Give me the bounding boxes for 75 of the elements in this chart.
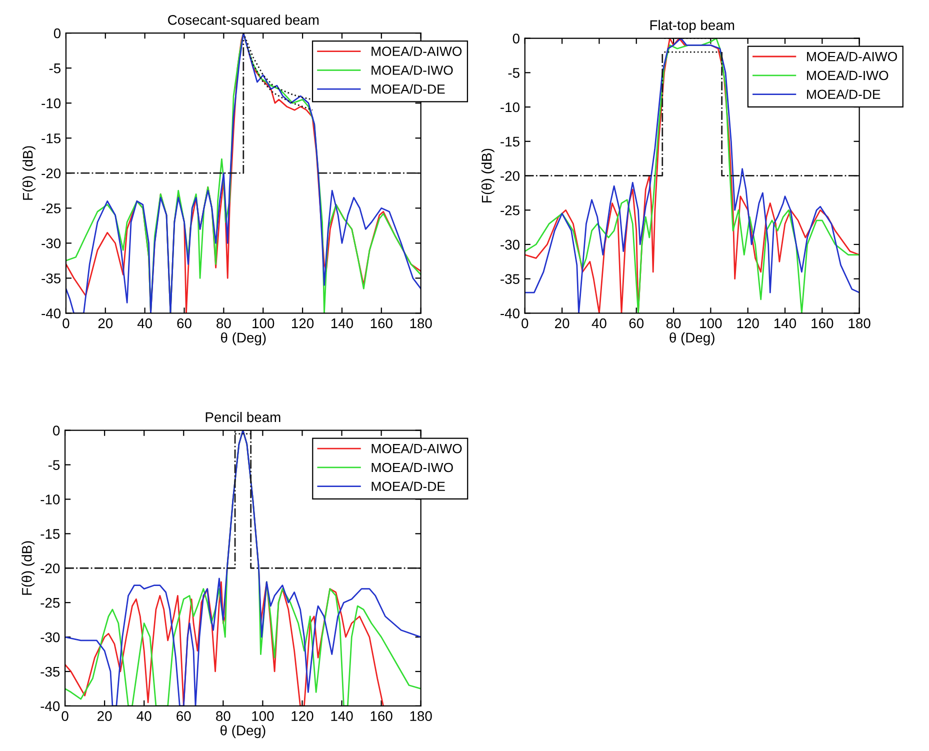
x-tick-label: 180 bbox=[410, 318, 432, 328]
y-tick-label: -25 bbox=[500, 205, 520, 216]
y-tick-label: -40 bbox=[500, 308, 520, 318]
legend-label: MOEA/D-DE bbox=[372, 84, 445, 94]
x-axis-title: θ (Deg) bbox=[220, 725, 266, 738]
x-tick-label: 60 bbox=[176, 711, 191, 722]
y-tick-label: -40 bbox=[40, 701, 60, 712]
legend-label: MOEA/D-AIWO bbox=[807, 52, 897, 62]
x-tick-label: 100 bbox=[252, 318, 274, 328]
x-tick-label: 140 bbox=[331, 318, 354, 328]
y-tick-label: -20 bbox=[42, 168, 61, 178]
x-axis-title: θ (Deg) bbox=[220, 332, 266, 346]
x-tick-label: 180 bbox=[848, 318, 870, 328]
chart-title: Cosecant-squared beam bbox=[168, 14, 319, 28]
x-axis-title: θ (Deg) bbox=[670, 332, 714, 346]
y-axis-title: F(θ) (dB) bbox=[481, 148, 494, 202]
y-tick-label: -20 bbox=[40, 563, 60, 574]
x-tick-label: 160 bbox=[370, 318, 392, 328]
y-tick-label: -5 bbox=[508, 68, 520, 78]
y-tick-label: -15 bbox=[40, 529, 60, 539]
legend-label: MOEA/D-DE bbox=[372, 481, 445, 492]
x-tick-label: 100 bbox=[700, 318, 722, 328]
x-tick-label: 140 bbox=[774, 318, 796, 328]
y-tick-label: -5 bbox=[48, 460, 60, 470]
chart-title: Flat-top beam bbox=[650, 20, 734, 33]
x-tick-label: 120 bbox=[292, 318, 314, 328]
y-tick-label: -5 bbox=[49, 64, 61, 74]
x-tick-label: 120 bbox=[737, 318, 759, 328]
y-tick-label: -15 bbox=[42, 134, 61, 144]
x-tick-label: 40 bbox=[136, 711, 152, 722]
legend-label: MOEA/D-IWO bbox=[372, 65, 453, 75]
x-tick-label: 80 bbox=[216, 711, 230, 722]
x-tick-label: 20 bbox=[555, 318, 570, 328]
y-axis-title: F(θ) (dB) bbox=[22, 146, 36, 200]
x-tick-label: 140 bbox=[331, 711, 353, 722]
x-tick-label: 160 bbox=[812, 318, 834, 328]
x-tick-label: 0 bbox=[62, 318, 70, 328]
y-tick-label: 0 bbox=[512, 34, 520, 44]
y-tick-label: -35 bbox=[500, 274, 520, 284]
legend-label: MOEA/D-AIWO bbox=[372, 444, 462, 454]
legend-label: MOEA/D-DE bbox=[807, 89, 880, 100]
y-tick-label: -25 bbox=[40, 598, 60, 608]
x-tick-label: 60 bbox=[629, 318, 644, 328]
y-tick-label: -10 bbox=[500, 102, 520, 112]
legend-label: MOEA/D-IWO bbox=[372, 462, 453, 472]
x-tick-label: 20 bbox=[98, 318, 113, 328]
y-tick-label: -35 bbox=[40, 666, 60, 677]
x-tick-label: 160 bbox=[370, 711, 392, 722]
legend-label: MOEA/D-IWO bbox=[807, 70, 888, 80]
y-tick-label: -30 bbox=[500, 240, 520, 250]
x-tick-label: 40 bbox=[592, 318, 606, 328]
y-tick-label: -15 bbox=[500, 136, 520, 147]
y-tick-label: -30 bbox=[42, 238, 61, 248]
y-tick-label: 0 bbox=[54, 28, 61, 38]
x-tick-label: 180 bbox=[410, 711, 432, 722]
y-tick-label: 0 bbox=[52, 426, 60, 436]
x-tick-label: 0 bbox=[62, 711, 68, 722]
x-tick-label: 60 bbox=[177, 318, 192, 328]
y-tick-label: -10 bbox=[42, 98, 61, 108]
chart-title: Pencil beam bbox=[206, 412, 280, 422]
x-tick-label: 40 bbox=[137, 318, 152, 328]
y-tick-label: -40 bbox=[42, 308, 61, 318]
x-tick-label: 100 bbox=[252, 711, 274, 722]
y-tick-label: -35 bbox=[42, 273, 61, 284]
y-tick-label: -20 bbox=[500, 171, 520, 181]
y-tick-label: -30 bbox=[40, 632, 60, 642]
x-tick-label: 0 bbox=[522, 318, 528, 328]
y-axis-title: F(θ) (dB) bbox=[22, 541, 35, 595]
x-tick-label: 80 bbox=[216, 318, 231, 328]
x-tick-label: 80 bbox=[666, 318, 681, 328]
legend-label: MOEA/D-AIWO bbox=[372, 46, 462, 56]
y-tick-label: -25 bbox=[42, 203, 61, 214]
x-tick-label: 20 bbox=[98, 711, 112, 722]
y-tick-label: -10 bbox=[40, 494, 60, 504]
x-tick-label: 120 bbox=[292, 711, 314, 722]
